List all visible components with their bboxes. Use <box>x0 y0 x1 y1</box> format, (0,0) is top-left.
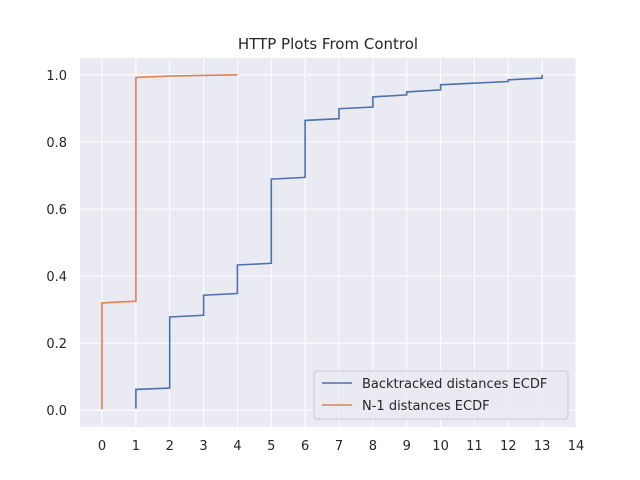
x-tick-label: 11 <box>466 439 483 454</box>
x-tick-label: 7 <box>335 439 343 454</box>
x-tick-label: 12 <box>500 439 517 454</box>
x-tick-label: 6 <box>301 439 309 454</box>
x-axis-ticks: 0 1 2 3 4 5 6 7 8 9 10 11 12 13 14 <box>98 439 584 454</box>
x-tick-label: 3 <box>199 439 207 454</box>
series-line-backtracked <box>135 74 543 409</box>
x-tick-label: 9 <box>403 439 411 454</box>
x-tick-label: 8 <box>369 439 377 454</box>
x-tick-label: 1 <box>132 439 140 454</box>
x-tick-label: 13 <box>534 439 551 454</box>
y-tick-label: 0.4 <box>46 270 67 285</box>
x-tick-label: 14 <box>568 439 585 454</box>
y-tick-label: 0.0 <box>46 404 67 419</box>
x-tick-label: 5 <box>267 439 275 454</box>
y-axis-ticks: 0.0 0.2 0.4 0.6 0.8 1.0 <box>46 69 67 419</box>
y-tick-label: 0.2 <box>46 337 67 352</box>
x-tick-label: 4 <box>233 439 241 454</box>
x-tick-label: 2 <box>166 439 174 454</box>
legend-box <box>313 370 569 420</box>
legend-label-backtracked: Backtracked distances ECDF <box>362 377 547 392</box>
x-tick-label: 0 <box>98 439 106 454</box>
x-tick-label: 10 <box>432 439 449 454</box>
chart-title: HTTP Plots From Control <box>238 35 418 53</box>
series-line-n1 <box>101 74 238 410</box>
y-tick-label: 0.6 <box>46 203 67 218</box>
legend: Backtracked distances ECDF N-1 distances… <box>313 370 569 420</box>
y-tick-label: 1.0 <box>46 69 67 84</box>
legend-label-n1: N-1 distances ECDF <box>362 399 490 414</box>
y-tick-label: 0.8 <box>46 136 67 151</box>
series-lines <box>101 74 543 410</box>
